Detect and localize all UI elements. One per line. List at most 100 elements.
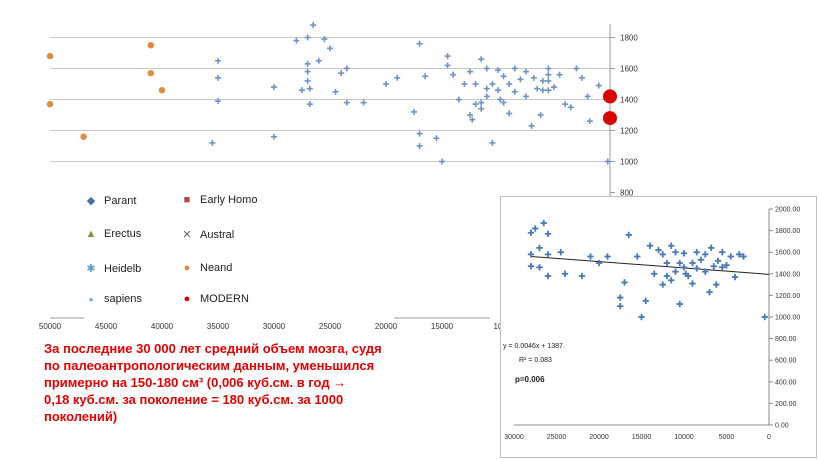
inset-y-tick-label: 800.00 bbox=[775, 336, 797, 343]
y-tick-label: 1400 bbox=[620, 96, 638, 105]
data-point-neand bbox=[46, 100, 54, 108]
data-point-sapiens bbox=[719, 264, 726, 271]
x-tick-label: 45000 bbox=[95, 322, 118, 331]
legend-label: Austral bbox=[200, 229, 235, 241]
data-point-sapiens bbox=[689, 280, 696, 287]
legend-item-austral: ✕ Austral bbox=[180, 228, 234, 241]
x-tick-label: 10 bbox=[494, 322, 503, 331]
data-point-sapiens bbox=[578, 272, 586, 280]
data-point-sapiens bbox=[659, 281, 666, 288]
x-tick-label: 25000 bbox=[319, 322, 342, 331]
data-point-sapiens bbox=[617, 294, 624, 301]
data-point-sapiens bbox=[621, 279, 628, 286]
data-point-sapiens bbox=[500, 73, 507, 80]
data-point-sapiens bbox=[527, 263, 535, 270]
data-point-sapiens bbox=[545, 87, 552, 94]
data-point-sapiens bbox=[617, 303, 624, 310]
x-tick-label: 50000 bbox=[39, 322, 62, 331]
x-tick-label: 40000 bbox=[151, 322, 174, 331]
data-point-sapiens bbox=[461, 81, 468, 87]
data-point-sapiens bbox=[416, 130, 423, 137]
data-point-sapiens bbox=[693, 265, 700, 272]
data-point-sapiens bbox=[517, 76, 524, 83]
data-point-neand bbox=[147, 42, 154, 49]
data-point-sapiens bbox=[587, 253, 594, 260]
data-point-sapiens bbox=[586, 118, 593, 125]
data-point-sapiens bbox=[467, 68, 473, 75]
data-point-sapiens bbox=[545, 77, 552, 84]
inset-x-tick-label: 10000 bbox=[674, 434, 694, 441]
data-point-sapiens bbox=[478, 99, 485, 106]
data-point-sapiens bbox=[532, 225, 539, 232]
trendline-r2: R² = 0.083 bbox=[519, 357, 552, 364]
data-point-neand bbox=[147, 69, 154, 77]
data-point-sapiens bbox=[625, 231, 632, 239]
trendline-equation: y = 0.0046x + 1387. bbox=[503, 343, 565, 350]
data-point-sapiens bbox=[215, 57, 221, 64]
data-point-sapiens bbox=[663, 259, 671, 267]
chart-legend: ◆ Parant ■ Early Homo ▲ Erectus ✕ Austral ✱ H… bbox=[84, 190, 394, 320]
data-point-sapiens bbox=[500, 99, 507, 106]
caption-line: 0,18 куб.см. за поколение = 180 куб.см. … bbox=[44, 392, 344, 407]
inset-x-tick-label: 30000 bbox=[504, 434, 524, 441]
data-point-sapiens bbox=[478, 56, 485, 63]
inset-y-tick-label: 1800.00 bbox=[775, 228, 800, 235]
inset-x-tick-label: 15000 bbox=[632, 434, 652, 441]
data-point-sapiens bbox=[680, 250, 688, 257]
inset-chart-panel: 2000.00 1800.00 1600.00 1400.00 1200.00 1000.… bbox=[500, 196, 817, 458]
data-point-sapiens bbox=[655, 246, 662, 254]
data-point-sapiens bbox=[506, 110, 513, 117]
caption-line: поколений) bbox=[44, 409, 118, 424]
x-tick-label: 15000 bbox=[431, 322, 454, 331]
legend-item-sapiens: ● sapiens bbox=[84, 293, 142, 305]
inset-y-tick-label: 1200.00 bbox=[775, 293, 800, 300]
data-point-sapiens bbox=[495, 67, 501, 74]
legend-label: Neand bbox=[200, 262, 233, 274]
data-point-sapiens bbox=[411, 108, 417, 115]
x-tick-label: 20000 bbox=[375, 322, 398, 331]
y-tick-label: 1200 bbox=[620, 127, 638, 136]
legend-label: Early Homo bbox=[200, 194, 258, 206]
data-point-sapiens bbox=[561, 270, 569, 277]
trendline bbox=[530, 256, 770, 275]
data-point-sapiens bbox=[646, 242, 654, 249]
data-point-sapiens bbox=[573, 65, 580, 72]
data-point-sapiens bbox=[595, 259, 603, 267]
data-point-sapiens bbox=[495, 87, 501, 94]
data-point-sapiens bbox=[338, 70, 345, 77]
data-point-sapiens bbox=[727, 253, 734, 260]
legend-label: Heidelb bbox=[104, 263, 142, 275]
inset-y-tick-label: 1600.00 bbox=[775, 250, 800, 257]
legend-item-neand: ● Neand bbox=[180, 262, 233, 274]
circle-marker-icon: ● bbox=[183, 293, 191, 305]
data-point-sapiens bbox=[304, 60, 311, 67]
caption-line: За последние 30 000 лет средний объем мо… bbox=[44, 341, 382, 356]
data-point-sapiens bbox=[723, 261, 730, 269]
data-point-sapiens bbox=[271, 133, 277, 140]
data-point-sapiens bbox=[483, 65, 490, 72]
data-point-sapiens bbox=[483, 93, 490, 100]
data-point-sapiens bbox=[472, 81, 479, 87]
data-point-sapiens bbox=[668, 277, 675, 284]
data-point-sapiens bbox=[672, 268, 679, 275]
data-point-modern bbox=[603, 111, 617, 126]
data-point-sapiens bbox=[668, 242, 675, 249]
data-point-sapiens bbox=[306, 101, 313, 108]
data-point-sapiens bbox=[719, 249, 726, 256]
data-point-sapiens bbox=[416, 40, 423, 47]
data-point-sapiens bbox=[483, 85, 490, 92]
data-point-sapiens bbox=[556, 71, 563, 78]
inset-x-tick-label: 0 bbox=[767, 434, 771, 441]
y-tick-label: 1800 bbox=[620, 34, 638, 43]
data-point-sapiens bbox=[343, 65, 350, 72]
data-point-sapiens bbox=[536, 264, 543, 271]
data-point-sapiens bbox=[469, 116, 476, 123]
data-point-sapiens bbox=[343, 99, 350, 106]
data-point-sapiens bbox=[731, 273, 739, 281]
x-tick-label: 35000 bbox=[207, 322, 230, 331]
data-point-sapiens bbox=[740, 253, 747, 260]
data-point-sapiens bbox=[304, 77, 311, 84]
data-point-sapiens bbox=[523, 93, 529, 100]
data-point-sapiens bbox=[271, 84, 277, 91]
